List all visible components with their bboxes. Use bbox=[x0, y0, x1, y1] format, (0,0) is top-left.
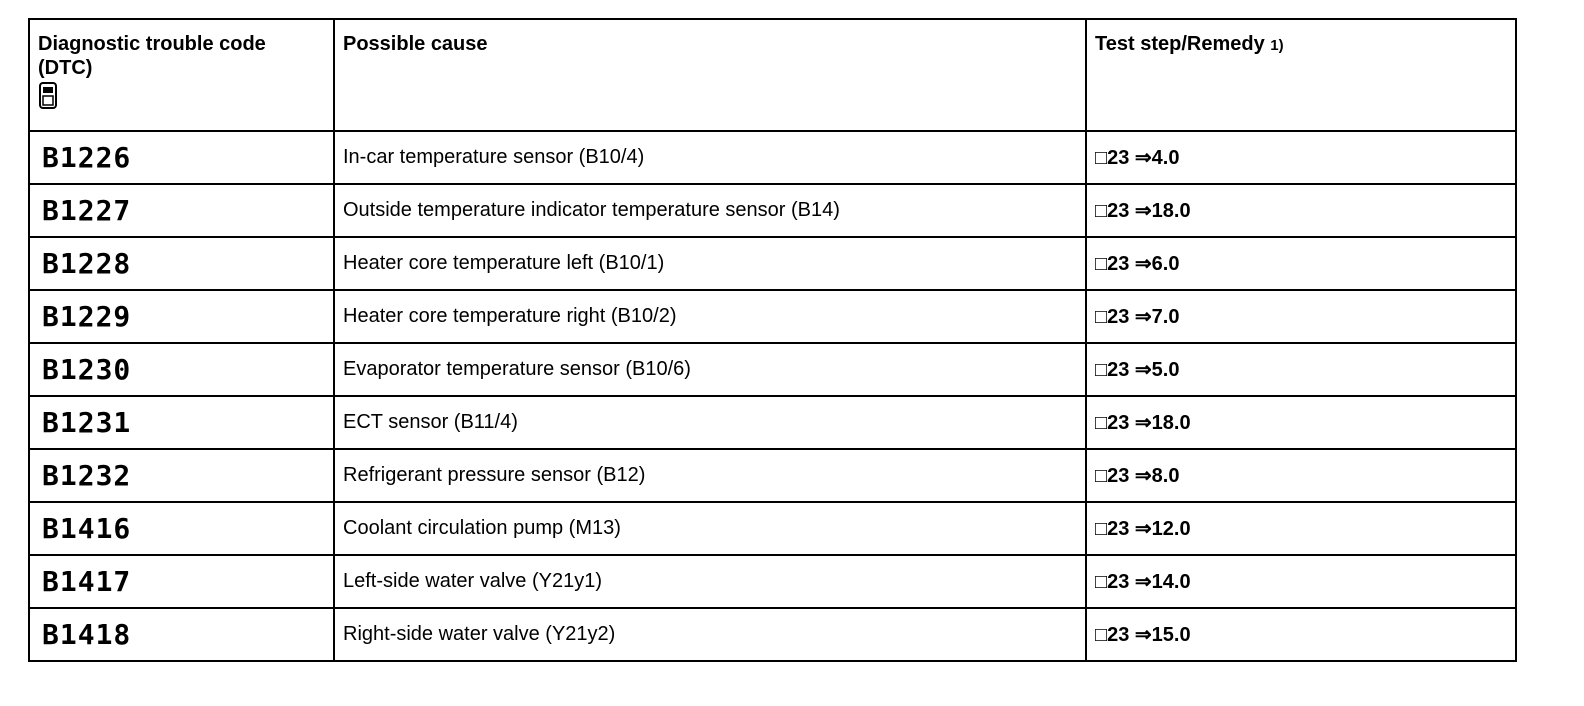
rem-cell: □23 ⇒6.0 bbox=[1085, 236, 1517, 291]
code-cell: B1416 bbox=[28, 501, 335, 556]
cause-cell: Heater core temperature right (B10/2) bbox=[333, 289, 1087, 344]
rem-cell: □23 ⇒4.0 bbox=[1085, 130, 1517, 185]
cause-cell: Heater core temperature left (B10/1) bbox=[333, 236, 1087, 291]
code-cell: B1231 bbox=[28, 395, 335, 450]
cause-cell: Left-side water valve (Y21y1) bbox=[333, 554, 1087, 609]
header-row: Diagnostic trouble code (DTC) Possible c… bbox=[28, 18, 1517, 132]
table-row: B1226 In-car temperature sensor (B10/4) □2… bbox=[28, 130, 1517, 185]
code-cell: B1230 bbox=[28, 342, 335, 397]
dtc-table: Diagnostic trouble code (DTC) Possible c… bbox=[28, 18, 1517, 662]
code-cell: B1232 bbox=[28, 448, 335, 503]
header-cell: Test step/Remedy 1) bbox=[1085, 18, 1517, 132]
rem-cell: □23 ⇒7.0 bbox=[1085, 289, 1517, 344]
table-row: B1228 Heater core temperature left (B10/1… bbox=[28, 236, 1517, 291]
rem-cell: □23 ⇒18.0 bbox=[1085, 183, 1517, 238]
device-icon bbox=[39, 82, 57, 109]
code-cell: B1418 bbox=[28, 607, 335, 662]
code-cell: B1226 bbox=[28, 130, 335, 185]
cause-cell: Outside temperature indicator temperatur… bbox=[333, 183, 1087, 238]
cause-cell: ECT sensor (B11/4) bbox=[333, 395, 1087, 450]
cause-cell: Refrigerant pressure sensor (B12) bbox=[333, 448, 1087, 503]
code-cell: B1417 bbox=[28, 554, 335, 609]
table-row: B1416 Coolant circulation pump (M13) □23 ⇒… bbox=[28, 501, 1517, 556]
code-cell: B1227 bbox=[28, 183, 335, 238]
rem-cell: □23 ⇒15.0 bbox=[1085, 607, 1517, 662]
table-row: B1417 Left-side water valve (Y21y1) □23 ⇒1… bbox=[28, 554, 1517, 609]
table-row: B1229 Heater core temperature right (B10/… bbox=[28, 289, 1517, 344]
table-body: B1226 In-car temperature sensor (B10/4) □2… bbox=[28, 130, 1517, 662]
header-cell: Diagnostic trouble code (DTC) bbox=[28, 18, 335, 132]
rem-cell: □23 ⇒8.0 bbox=[1085, 448, 1517, 503]
header-code: Diagnostic trouble code (DTC) bbox=[38, 33, 266, 79]
rem-cell: □23 ⇒18.0 bbox=[1085, 395, 1517, 450]
rem-cell: □23 ⇒5.0 bbox=[1085, 342, 1517, 397]
header-note: 1) bbox=[1270, 37, 1284, 54]
code-cell: B1228 bbox=[28, 236, 335, 291]
cause-cell: Right-side water valve (Y21y2) bbox=[333, 607, 1087, 662]
cause-cell: Coolant circulation pump (M13) bbox=[333, 501, 1087, 556]
table-row: B1231 ECT sensor (B11/4) □23 ⇒18.0 bbox=[28, 395, 1517, 450]
cause-cell: In-car temperature sensor (B10/4) bbox=[333, 130, 1087, 185]
rem-cell: □23 ⇒14.0 bbox=[1085, 554, 1517, 609]
code-cell: B1229 bbox=[28, 289, 335, 344]
table-row: B1418 Right-side water valve (Y21y2) □23 ⇒… bbox=[28, 607, 1517, 662]
table-row: B1230 Evaporator temperature sensor (B10/… bbox=[28, 342, 1517, 397]
cause-cell: Evaporator temperature sensor (B10/6) bbox=[333, 342, 1087, 397]
header-cell: Possible cause bbox=[333, 18, 1087, 132]
table-row: B1227 Outside temperature indicator tempe… bbox=[28, 183, 1517, 238]
rem-cell: □23 ⇒12.0 bbox=[1085, 501, 1517, 556]
header-remedy: Test step/Remedy bbox=[1095, 33, 1265, 55]
table-row: B1232 Refrigerant pressure sensor (B12) □2… bbox=[28, 448, 1517, 503]
header-cause: Possible cause bbox=[343, 33, 488, 55]
